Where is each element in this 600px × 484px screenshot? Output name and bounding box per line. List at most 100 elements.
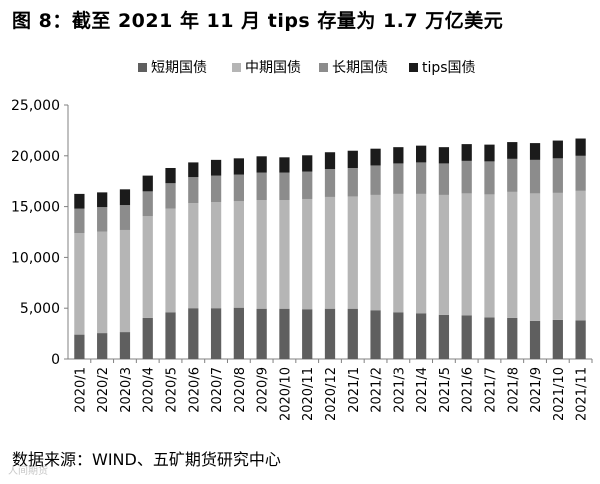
legend-label-short: 短期国债: [151, 60, 207, 76]
bar-segment-medium: [210, 202, 222, 309]
bar-segment-medium: [529, 193, 541, 321]
bar-segment-short: [347, 308, 358, 359]
bar-segment-medium: [347, 196, 358, 309]
legend-label-long: 长期国债: [332, 60, 388, 76]
bar-segment-long: [256, 172, 267, 200]
x-tick-label: 2020/1: [73, 367, 88, 413]
bar-segment-medium: [165, 208, 176, 313]
bar-segment-short: [575, 320, 586, 359]
bar-segment-long: [416, 162, 427, 194]
x-tick-label: 2020/4: [142, 367, 157, 413]
x-tick-label: 2020/3: [119, 367, 134, 413]
legend-swatch-long: [319, 62, 328, 72]
bar-segment-tips: [575, 138, 586, 156]
stacked-bar-chart: 0 5,000 10,000 15,000 20,000 25,000 2020/1 2020…: [11, 98, 593, 421]
bar-segment-medium: [302, 198, 313, 310]
y-tick-label: 0: [51, 352, 60, 368]
bar-segment-short: [188, 308, 199, 359]
x-tick-label: 2020/12: [324, 367, 339, 421]
bar-segment-short: [529, 320, 541, 359]
bar-segment-short: [461, 315, 472, 359]
bar-segment-medium: [279, 199, 290, 309]
bar-segment-short: [256, 308, 267, 359]
bar-segment-tips: [370, 148, 381, 166]
legend-swatch-medium: [232, 62, 241, 72]
bar-segment-long: [233, 174, 244, 202]
bar-segment-medium: [188, 203, 199, 309]
x-tick-label: 2020/9: [256, 367, 271, 413]
y-tick-label: 5,000: [20, 301, 60, 317]
legend-label-tips: tips国债: [422, 60, 476, 76]
x-tick-label: 2021/10: [552, 367, 567, 421]
legend-label-medium: 中期国债: [245, 60, 301, 76]
source-note: 数据来源：WIND、五矿期货研究中心: [12, 450, 281, 469]
bar-segment-tips: [438, 147, 450, 164]
bar-segment-medium: [233, 201, 244, 308]
bar-segment-tips: [461, 144, 472, 161]
x-tick-label: 2021/8: [506, 367, 521, 413]
chart-legend: 短期国债 中期国债 长期国债 tips国债: [0, 57, 600, 77]
chart-title: 图 8：截至 2021 年 11 月 tips 存量为 1.7 万亿美元: [12, 10, 504, 32]
bar-segment-tips: [302, 155, 313, 172]
bar-segment-long: [575, 155, 586, 191]
x-tick-label: 2020/5: [165, 367, 180, 413]
x-tick-label: 2021/11: [575, 367, 590, 421]
bar-segment-tips: [552, 140, 563, 159]
bar-segment-medium: [370, 194, 381, 311]
x-tick-label: 2021/5: [438, 367, 453, 413]
bar-segment-long: [188, 177, 199, 204]
x-tick-label: 2021/7: [483, 367, 498, 413]
y-tick-label: 15,000: [11, 200, 60, 216]
bar-segment-medium: [97, 231, 108, 334]
bar-segment-medium: [256, 199, 267, 309]
bar-segment-long: [552, 158, 563, 193]
legend-item-short: 短期国债: [138, 57, 207, 77]
bar-segment-short: [370, 310, 381, 359]
bar-segment-medium: [552, 192, 563, 320]
bar-segment-long: [484, 161, 495, 195]
bar-segment-short: [507, 317, 518, 359]
bar-segment-tips: [97, 192, 108, 208]
bar-segment-long: [74, 208, 85, 234]
bar-segment-short: [279, 308, 290, 359]
legend-swatch-short: [138, 62, 147, 72]
bar-segment-medium: [416, 193, 427, 314]
bar-segment-medium: [74, 233, 85, 335]
bar-segment-tips: [119, 189, 131, 206]
legend-swatch-tips: [409, 62, 418, 72]
bar-segment-tips: [233, 158, 244, 175]
legend-item-tips: tips国债: [409, 57, 476, 77]
x-tick-label: 2021/1: [347, 367, 362, 413]
x-tick-label: 2021/6: [461, 367, 476, 413]
bar-segment-short: [165, 312, 176, 359]
bar-segment-short: [97, 333, 108, 359]
bar-segment-long: [165, 183, 176, 209]
bar-segment-medium: [393, 193, 404, 313]
bar-segment-long: [507, 158, 518, 192]
bar-segment-medium: [324, 196, 336, 309]
x-tick-label: 2021/3: [392, 367, 407, 413]
bar-segment-medium: [119, 229, 131, 333]
bar-segment-short: [233, 307, 244, 359]
bar-segment-short: [393, 312, 404, 359]
bar-segment-long: [347, 167, 358, 197]
bar-segment-tips: [74, 193, 85, 209]
legend-item-medium: 中期国债: [232, 57, 301, 77]
bar-segment-long: [210, 175, 222, 203]
watermark: 人间期货: [8, 466, 48, 477]
bar-segment-tips: [529, 143, 541, 160]
bar-segment-tips: [188, 162, 199, 178]
bar-segment-medium: [461, 193, 472, 316]
bar-segment-short: [416, 313, 427, 359]
bar-segment-short: [552, 319, 563, 359]
bar-segment-short: [142, 317, 153, 359]
bar-segment-long: [438, 163, 450, 195]
bar-segment-long: [119, 205, 131, 230]
x-tick-label: 2020/11: [301, 367, 316, 421]
x-tick-label: 2021/2: [370, 367, 385, 413]
bar-segment-tips: [279, 157, 290, 173]
x-tick-label: 2020/7: [210, 367, 225, 413]
bar-segment-medium: [438, 194, 450, 315]
bar-segment-long: [529, 159, 541, 194]
bar-segment-short: [438, 314, 450, 359]
